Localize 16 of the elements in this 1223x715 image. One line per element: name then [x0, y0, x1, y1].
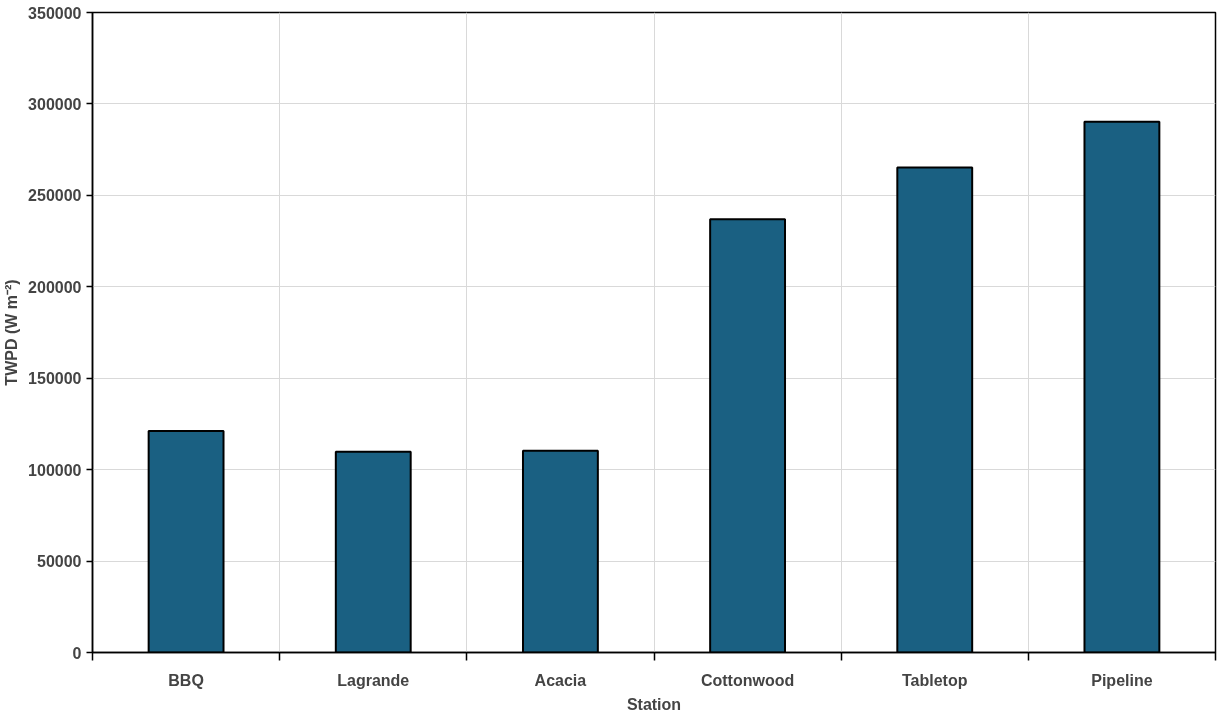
y-tick-label: 200000	[28, 278, 82, 296]
y-tick-label: 150000	[28, 370, 82, 388]
y-tick-label: 300000	[28, 95, 82, 113]
y-tick-label: 100000	[28, 461, 82, 479]
x-tick-label: Lagrande	[337, 671, 410, 689]
x-tick-label: BBQ	[168, 671, 204, 689]
y-tick-label: 250000	[28, 187, 82, 205]
y-tick-label: 0	[72, 644, 82, 662]
x-tick-label: Pipeline	[1091, 671, 1153, 689]
x-tick-label: Tabletop	[902, 671, 968, 689]
x-tick-label: Acacia	[534, 671, 587, 689]
y-tick-label: 50000	[37, 553, 82, 571]
y-tick-label: 350000	[28, 4, 82, 22]
x-axis-title: Station	[626, 695, 682, 713]
y-axis-title: TWPD (W m⁻²)	[3, 279, 21, 386]
x-tick-label: Cottonwood	[700, 671, 795, 689]
